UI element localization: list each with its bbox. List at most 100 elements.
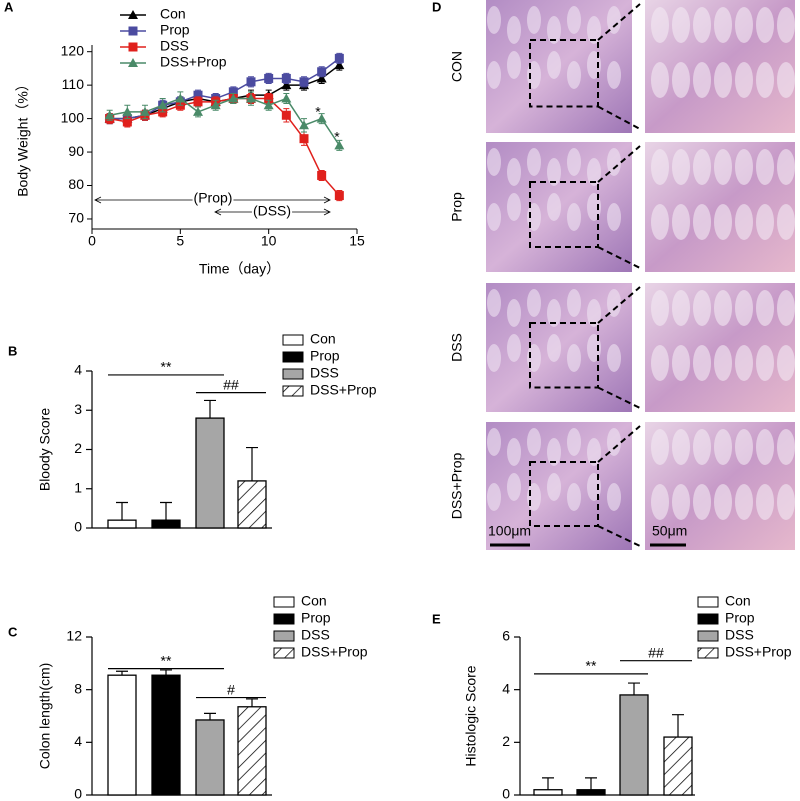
legend-label: Prop <box>725 610 755 626</box>
marker <box>281 80 292 90</box>
gland <box>607 6 621 34</box>
legend-label: Con <box>301 593 327 609</box>
gland <box>607 148 621 176</box>
legend-marker <box>128 26 138 36</box>
gland <box>672 62 690 98</box>
gland <box>567 61 581 89</box>
gland <box>507 158 521 186</box>
gland <box>693 62 711 98</box>
annotation: (DSS) <box>253 203 291 219</box>
x-tick-label: 0 <box>88 233 96 249</box>
gland <box>672 345 690 381</box>
gland <box>651 290 669 326</box>
gland <box>487 344 501 372</box>
marker <box>193 90 203 100</box>
y-tick-label: 110 <box>62 76 85 92</box>
gland <box>672 149 690 185</box>
gland <box>507 193 521 221</box>
legend-label: Prop <box>160 22 190 38</box>
marker <box>264 94 274 104</box>
zoom-box <box>529 39 599 108</box>
gland <box>651 62 669 98</box>
row-label: DSS <box>449 333 465 362</box>
gland <box>756 149 774 185</box>
significance-label: ## <box>648 644 664 660</box>
gland <box>735 7 753 43</box>
gland <box>735 62 753 98</box>
gland <box>693 149 711 185</box>
marker <box>210 100 221 110</box>
panel-label: D <box>432 0 441 14</box>
marker <box>281 93 292 103</box>
zoom-box <box>529 461 599 527</box>
bar <box>663 736 693 796</box>
significance-label: ** <box>161 652 172 668</box>
gland <box>651 429 669 465</box>
legend-swatch <box>273 596 295 608</box>
legend-swatch <box>273 613 295 625</box>
gland <box>777 484 795 520</box>
gland <box>735 149 753 185</box>
marker <box>281 73 291 83</box>
legend-marker <box>128 42 138 52</box>
bar <box>195 417 225 529</box>
gland <box>607 483 621 511</box>
marker <box>316 113 327 123</box>
y-tick-label: 1 <box>74 479 82 495</box>
marker <box>193 97 203 107</box>
gland <box>607 289 621 317</box>
significance-label: ** <box>586 658 597 674</box>
legend-label: DSS <box>310 365 339 381</box>
x-tick-label: 5 <box>176 233 184 249</box>
gland <box>735 290 753 326</box>
gland <box>567 6 581 34</box>
marker <box>263 100 274 110</box>
gland <box>567 203 581 231</box>
gland <box>735 204 753 240</box>
gland <box>777 7 795 43</box>
row-label: Prop <box>449 192 465 222</box>
zoom-box <box>529 181 599 248</box>
gland <box>487 61 501 89</box>
gland <box>507 299 521 327</box>
gland <box>777 62 795 98</box>
panel-label: B <box>8 343 17 358</box>
y-axis-label: Body Weight（%） <box>15 77 31 197</box>
y-tick-label: 12 <box>66 628 82 644</box>
error-bar <box>246 446 258 481</box>
significance-label: ** <box>161 359 172 375</box>
y-tick-label: 120 <box>61 42 85 58</box>
panel-label: A <box>4 0 14 14</box>
gland <box>487 428 501 456</box>
marker <box>334 191 344 201</box>
gland <box>756 484 774 520</box>
gland <box>567 289 581 317</box>
gland <box>487 483 501 511</box>
gland <box>607 203 621 231</box>
marker <box>246 77 256 87</box>
scale-label: 100μm <box>488 523 531 539</box>
bar <box>237 706 267 796</box>
gland <box>487 289 501 317</box>
legend-label: Prop <box>310 348 340 364</box>
scale-label: 50μm <box>652 523 687 539</box>
gland <box>756 290 774 326</box>
zoom-line <box>597 386 641 409</box>
bar <box>237 480 267 529</box>
marker <box>122 117 132 127</box>
gland <box>651 149 669 185</box>
gland <box>651 345 669 381</box>
gland <box>651 7 669 43</box>
gland <box>756 62 774 98</box>
marker <box>299 120 309 130</box>
marker <box>334 140 345 150</box>
gland <box>567 344 581 372</box>
zoom-line <box>597 246 641 269</box>
bar <box>195 719 225 796</box>
error-bar <box>204 399 216 419</box>
legend-label: Con <box>725 593 751 609</box>
marker <box>228 93 239 103</box>
gland <box>607 344 621 372</box>
gland <box>507 334 521 362</box>
bar <box>107 519 137 529</box>
